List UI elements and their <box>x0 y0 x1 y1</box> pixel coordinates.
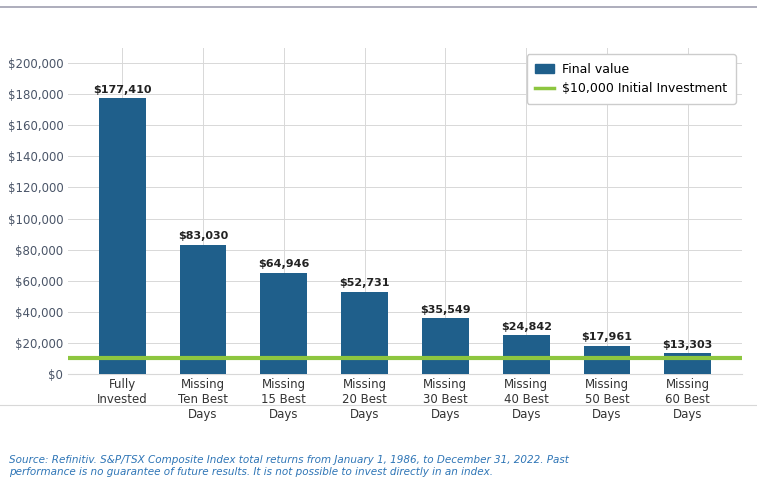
Bar <box>422 319 469 374</box>
Text: $83,030: $83,030 <box>178 231 228 241</box>
Bar <box>665 353 712 374</box>
Text: $17,961: $17,961 <box>581 332 633 342</box>
Bar <box>584 346 631 374</box>
Bar <box>503 335 550 374</box>
Bar <box>98 99 145 374</box>
Text: $35,549: $35,549 <box>420 305 471 315</box>
Text: $52,731: $52,731 <box>339 278 390 288</box>
Text: Source: Refinitiv. S&P/TSX Composite Index total returns from January 1, 1986, t: Source: Refinitiv. S&P/TSX Composite Ind… <box>9 455 569 477</box>
Text: $13,303: $13,303 <box>662 340 713 350</box>
Legend: Final value, $10,000 Initial Investment: Final value, $10,000 Initial Investment <box>527 54 736 104</box>
Text: $24,842: $24,842 <box>500 322 552 331</box>
Bar <box>260 273 307 374</box>
Text: $177,410: $177,410 <box>93 85 151 95</box>
Bar <box>341 292 388 374</box>
Text: $64,946: $64,946 <box>258 260 310 270</box>
Bar <box>179 245 226 374</box>
